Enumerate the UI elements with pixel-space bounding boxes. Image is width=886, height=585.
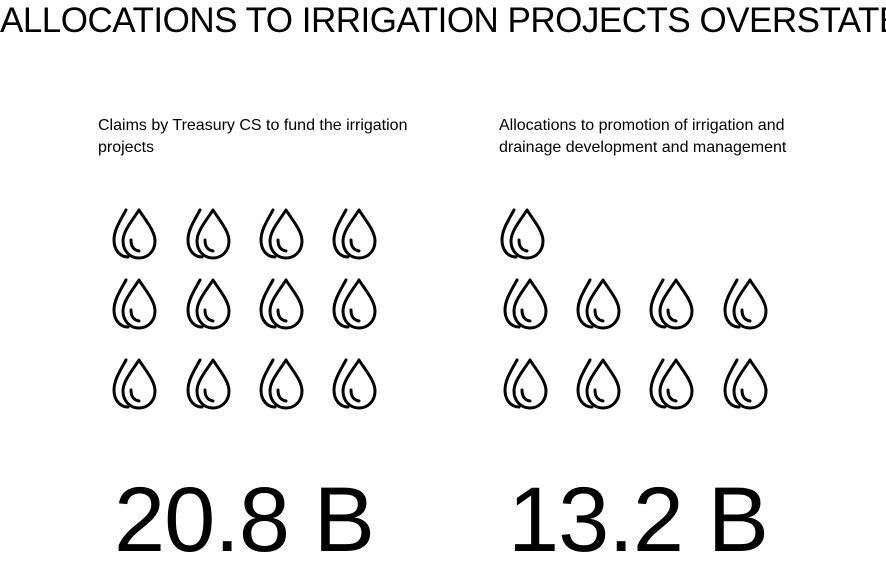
page-title: ALLOCATIONS TO IRRIGATION PROJECTS OVERS… xyxy=(0,1,886,40)
water-drop-icon xyxy=(259,208,304,260)
water-drop-icon xyxy=(112,358,157,410)
water-drop-icon xyxy=(186,208,231,260)
water-drop-icon xyxy=(112,208,157,260)
water-drop-icon xyxy=(186,278,231,330)
claims-value: 20.8 B xyxy=(114,469,375,571)
water-drop-icon xyxy=(500,208,545,260)
allocations-caption: Allocations to promotion of irrigation a… xyxy=(499,117,787,156)
allocations-drops xyxy=(500,208,768,410)
water-drop-icon xyxy=(259,278,304,330)
claims-drops xyxy=(112,208,377,410)
water-drop-icon xyxy=(259,358,304,410)
water-drop-icon xyxy=(649,278,694,330)
water-drop-icon xyxy=(503,358,548,410)
water-drop-icon xyxy=(332,278,377,330)
water-drop-icon xyxy=(576,358,621,410)
water-drop-icon xyxy=(576,278,621,330)
water-drop-icon xyxy=(503,278,548,330)
water-drop-icon xyxy=(723,358,768,410)
water-drop-icon xyxy=(332,358,377,410)
claims-caption: Claims by Treasury CS to fund the irriga… xyxy=(98,117,408,156)
allocations-value: 13.2 B xyxy=(508,469,769,571)
water-drop-icon xyxy=(186,358,231,410)
water-drop-icon xyxy=(112,278,157,330)
water-drop-icon xyxy=(332,208,377,260)
water-drop-icon xyxy=(649,358,694,410)
water-drop-icon xyxy=(723,278,768,330)
